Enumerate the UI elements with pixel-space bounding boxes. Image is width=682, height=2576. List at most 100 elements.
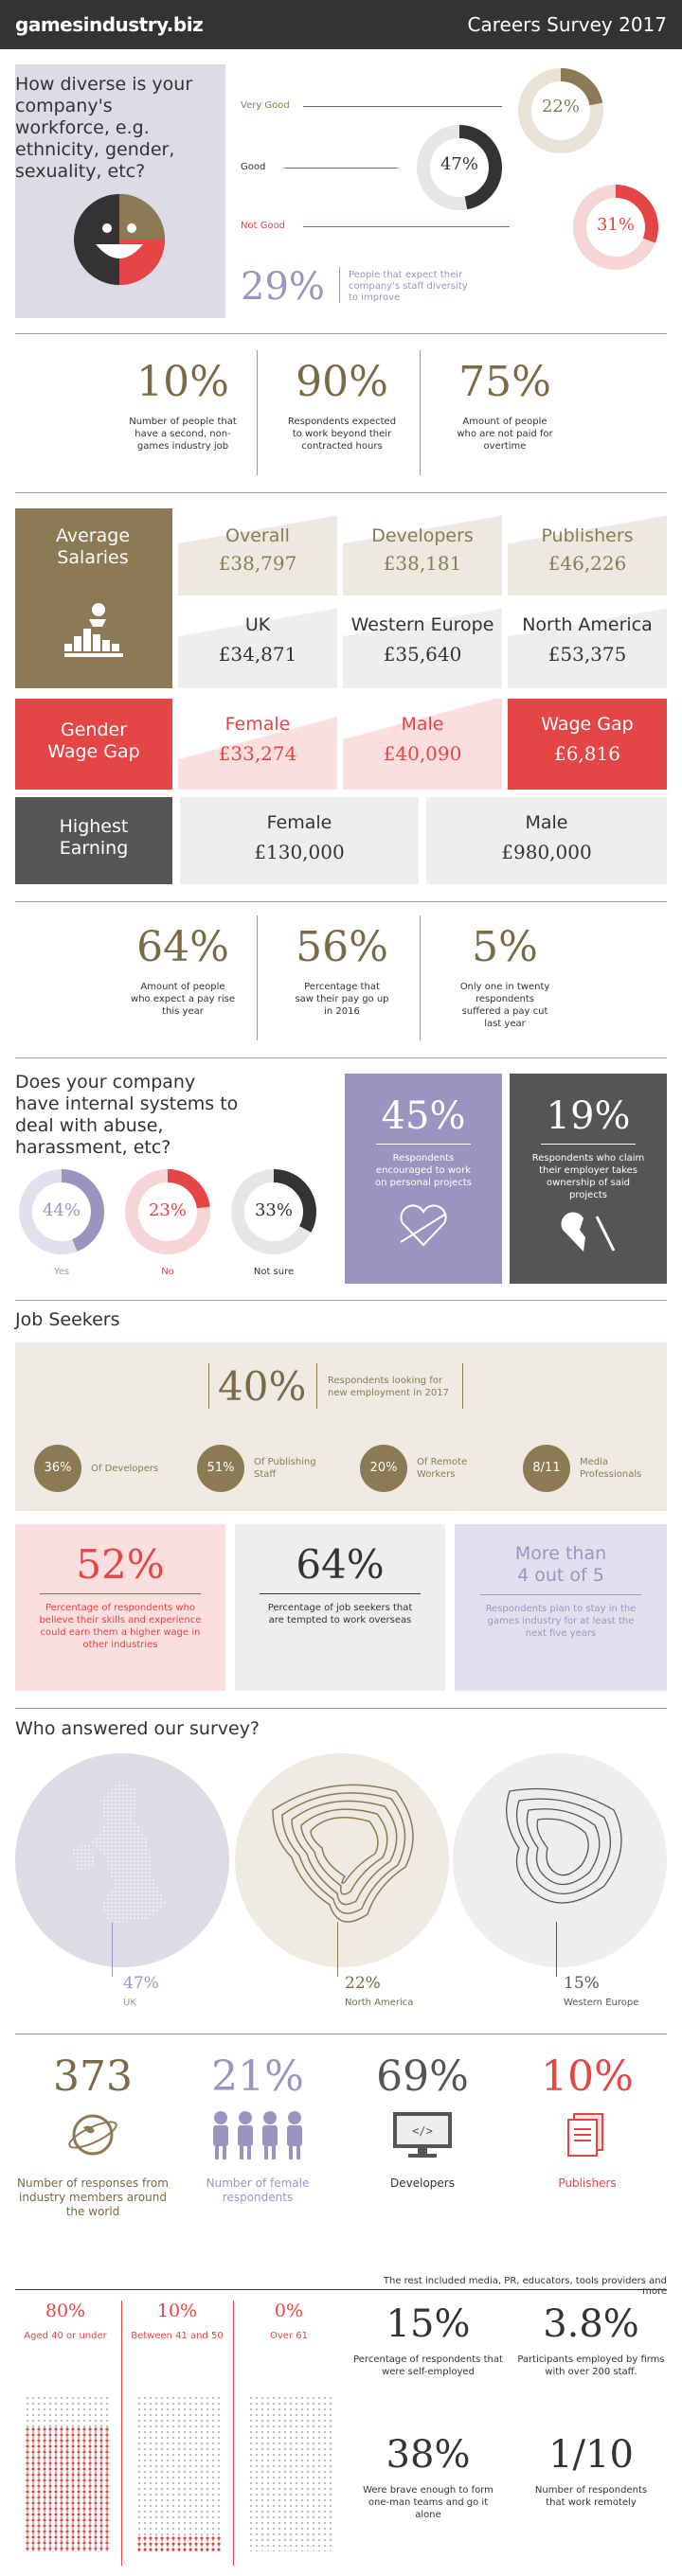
divider-line bbox=[284, 168, 398, 169]
region-value: 22% bbox=[345, 1974, 381, 1993]
count-label: Number of responses from industry member… bbox=[17, 2176, 169, 2218]
section-divider bbox=[15, 901, 667, 902]
age-column: 10% Between 41 and 50 bbox=[127, 2301, 227, 2566]
divider-line bbox=[420, 350, 421, 475]
north-america-map-icon bbox=[235, 1753, 449, 1967]
higher-wage-box: 52% Percentage of respondents who believ… bbox=[15, 1524, 225, 1691]
final-stat: 3.8% Participants employed by firms with… bbox=[515, 2302, 667, 2378]
highest-title: Highest Earning bbox=[59, 816, 129, 859]
divider-line bbox=[121, 2301, 122, 2566]
salary-cell: Overall £38,797 bbox=[178, 508, 337, 595]
age-column: 80% Aged 40 or under bbox=[15, 2301, 116, 2566]
final-stat: 38% Were brave enough to form one-man te… bbox=[352, 2433, 504, 2521]
seeker-value: 36% bbox=[44, 1461, 72, 1475]
box-value: 52% bbox=[76, 1541, 165, 1588]
count-value: 373 bbox=[53, 2052, 133, 2101]
salaries-title: Average Salaries bbox=[55, 525, 131, 568]
age-value: 10% bbox=[156, 2301, 198, 2321]
divider-line bbox=[303, 226, 510, 227]
age-column: 0% Over 61 bbox=[239, 2301, 339, 2566]
seeker-circle: 51% bbox=[197, 1445, 244, 1492]
salary-value: £46,226 bbox=[547, 552, 627, 575]
final-value: 15% bbox=[386, 2302, 471, 2346]
final-stat: 1/10 Number of respondents that work rem… bbox=[515, 2433, 667, 2509]
divider-line bbox=[316, 1363, 317, 1409]
broken-heart-icon bbox=[561, 1212, 616, 1252]
region-value: £35,640 bbox=[383, 643, 462, 666]
money-stack-icon bbox=[64, 603, 123, 657]
survey-title: Careers Survey 2017 bbox=[467, 13, 667, 36]
divider-line bbox=[480, 1594, 641, 1595]
stat-text: Number of people that have a second, non… bbox=[129, 417, 237, 452]
count-block: 373 Number of responses from industry me… bbox=[15, 2052, 170, 2219]
region-label: Western Europe bbox=[564, 1998, 639, 2008]
box-value: 64% bbox=[296, 1541, 385, 1588]
highest-label: Male bbox=[525, 812, 568, 833]
divider-line bbox=[208, 1363, 209, 1409]
divider-line bbox=[112, 1922, 113, 1977]
box-text: Respondents plan to stay in the games in… bbox=[485, 1604, 637, 1639]
ring-no bbox=[125, 1169, 210, 1254]
salary-value: £38,797 bbox=[218, 552, 297, 575]
divider-line bbox=[303, 106, 502, 107]
count-value: 21% bbox=[211, 2052, 304, 2101]
stat-value: 5% bbox=[472, 923, 538, 971]
count-label: Number of female respondents bbox=[206, 2176, 310, 2204]
diversity-row-very-good: Very Good bbox=[241, 100, 515, 111]
diversity-label: Very Good bbox=[241, 100, 290, 111]
region-value: £34,871 bbox=[218, 643, 297, 666]
gender-cell: Female £33,274 bbox=[178, 699, 337, 790]
salary-cell: Developers £38,181 bbox=[343, 508, 502, 595]
stat-text: Respondents expected to work beyond thei… bbox=[287, 417, 397, 452]
age-label: Over 61 bbox=[270, 2331, 308, 2341]
region-cell: Western Europe £35,640 bbox=[343, 601, 502, 688]
count-value: 10% bbox=[541, 2052, 634, 2101]
monitor-code-icon: </> bbox=[393, 2112, 452, 2158]
count-label: Developers bbox=[390, 2176, 455, 2190]
who-title: Who answered our survey? bbox=[15, 1718, 260, 1739]
ring-not-good bbox=[573, 185, 658, 270]
age-value: 80% bbox=[45, 2301, 86, 2321]
seeker-circle: 36% bbox=[34, 1445, 81, 1492]
seeker-value: 20% bbox=[369, 1461, 398, 1475]
region-value: 15% bbox=[564, 1974, 600, 1993]
gender-value: £33,274 bbox=[218, 742, 297, 765]
section-divider bbox=[15, 492, 667, 493]
seeker-circle: 20% bbox=[360, 1445, 407, 1492]
age-dot-fill bbox=[136, 2535, 222, 2551]
ring-label: No bbox=[161, 1267, 174, 1277]
final-value: 3.8% bbox=[543, 2302, 639, 2346]
divider-line bbox=[257, 350, 258, 475]
salary-cell: Publishers £46,226 bbox=[508, 508, 667, 595]
site-logo[interactable]: gamesindustry.biz bbox=[15, 13, 204, 36]
age-label: Between 41 and 50 bbox=[131, 2331, 224, 2341]
ring-value: 47% bbox=[440, 154, 478, 174]
section-divider bbox=[15, 2289, 667, 2290]
ring-value: 31% bbox=[596, 215, 635, 235]
salary-label: Developers bbox=[371, 525, 474, 546]
divider-line bbox=[257, 915, 258, 1040]
ring-yes bbox=[19, 1169, 104, 1254]
stat-block: 90% Respondents expected to work beyond … bbox=[280, 358, 404, 453]
ring-label: Not sure bbox=[253, 1267, 295, 1277]
section-divider bbox=[15, 1057, 667, 1058]
divider-line bbox=[556, 1922, 557, 1977]
age-dot-field bbox=[136, 2395, 222, 2551]
ring-value: 33% bbox=[254, 1200, 293, 1220]
ownership-box: 19% Respondents who claim their employer… bbox=[510, 1074, 667, 1284]
divider-line bbox=[40, 1593, 201, 1594]
jobseekers-value: 40% bbox=[218, 1363, 307, 1410]
highest-label: Female bbox=[266, 812, 332, 833]
box-text: Percentage of respondents who believe th… bbox=[39, 1603, 202, 1650]
count-block: 69% </> Developers bbox=[345, 2052, 500, 2191]
section-divider bbox=[15, 1300, 667, 1301]
divider-line bbox=[420, 915, 421, 1040]
diversity-label-good: Good bbox=[241, 162, 266, 172]
stat-block: 56% Percentage that saw their pay go up … bbox=[280, 923, 404, 1018]
seeker-value: 51% bbox=[206, 1461, 235, 1475]
stat-block: 10% Number of people that have a second,… bbox=[121, 358, 244, 453]
age-value: 0% bbox=[274, 2301, 304, 2321]
header-bar: gamesindustry.biz Careers Survey 2017 bbox=[0, 0, 682, 49]
globe-icon bbox=[68, 2114, 117, 2156]
highest-value: £980,000 bbox=[501, 841, 592, 863]
